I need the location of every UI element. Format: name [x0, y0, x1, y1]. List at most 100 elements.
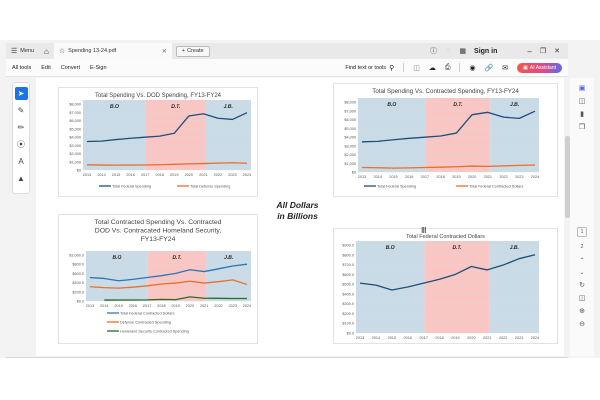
y-tick-label: $500.0 — [342, 283, 354, 287]
document-tab[interactable]: ☆ Spending 13-24.pdf ✕ — [53, 43, 172, 59]
x-tick-label: 2013 — [356, 336, 364, 340]
rotate-icon[interactable]: ↻ — [579, 282, 585, 289]
y-tick-label: $0 — [352, 171, 356, 175]
y-tick-label: $0 — [77, 169, 81, 173]
select-tool-icon[interactable]: ➤ — [14, 87, 28, 100]
legend-label: Defense Contracted Spending — [120, 320, 171, 324]
y-tick-label: $1,000 — [344, 162, 356, 166]
chart-svg: Total Contracted Spending Vs. Contracted… — [69, 219, 251, 333]
email-icon[interactable]: ✉ — [502, 64, 509, 72]
create-button[interactable]: + Create — [175, 45, 210, 57]
y-tick-label: $8,000 — [69, 103, 81, 107]
region-band — [356, 241, 425, 333]
x-tick-label: 2021 — [484, 175, 492, 179]
y-tick-label: $800.0 — [72, 263, 84, 267]
home-button[interactable]: ⌂ — [39, 47, 54, 56]
zoom-out-icon[interactable]: ⊖ — [579, 321, 585, 328]
x-tick-label: 2013 — [86, 304, 94, 308]
y-tick-label: $4,000 — [344, 136, 356, 140]
sign-in-button[interactable]: Sign in — [474, 47, 498, 55]
x-tick-label: 2015 — [112, 173, 120, 177]
x-tick-label: 2024 — [531, 175, 539, 179]
y-tick-label: $300.0 — [342, 302, 354, 306]
star-icon[interactable]: ☆ — [58, 48, 66, 55]
close-tab-icon[interactable]: ✕ — [161, 48, 167, 55]
x-tick-label: 2024 — [531, 336, 539, 340]
share-icon[interactable]: ◉ — [469, 64, 476, 72]
x-tick-label: 2023 — [228, 173, 236, 177]
all-tools-menu[interactable]: All tools — [12, 64, 32, 71]
y-tick-label: $1,000.0 — [69, 254, 84, 258]
y-tick-label: $7,000 — [344, 109, 356, 113]
upload-cloud-icon[interactable]: ☁ — [428, 64, 436, 72]
link-icon[interactable]: 🔗 — [484, 64, 494, 72]
chart-contracted-breakdown: Total Contracted Spending Vs. Contracted… — [58, 214, 258, 344]
x-tick-label: 2019 — [170, 173, 178, 177]
chart-svg: Total Spending Vs. Contracted Spending, … — [344, 88, 539, 188]
y-tick-label: $200.0 — [72, 290, 84, 294]
page-down-icon[interactable]: ⌄ — [579, 270, 585, 276]
y-tick-label: $400.0 — [72, 281, 84, 285]
region-label: J.B. — [510, 245, 519, 251]
edit-menu[interactable]: Edit — [41, 64, 51, 71]
region-band — [424, 241, 490, 333]
stamp-tool-icon[interactable]: ▲ — [17, 174, 25, 183]
units-note: All Dollars in Billions — [270, 200, 325, 222]
x-tick-label: 2015 — [388, 336, 396, 340]
x-tick-label: 2016 — [405, 175, 413, 179]
y-tick-label: $3,000 — [69, 144, 81, 148]
series-line — [359, 254, 536, 291]
bell-icon[interactable]: ♢ — [445, 48, 452, 55]
units-note-line1: All Dollars — [276, 200, 319, 210]
chart-total-vs-dod: Total Spending Vs. DOD Spending, FY13-FY… — [58, 87, 258, 197]
x-tick-label: 2021 — [483, 336, 491, 340]
y-tick-label: $7,000 — [69, 111, 81, 115]
y-tick-label: $600.0 — [72, 272, 84, 276]
quick-tools-panel: ➤ ✎ ✏ ⦿ A ▲ — [12, 82, 30, 194]
menu-button[interactable]: ☰ Menu — [6, 47, 39, 55]
ai-panel-icon[interactable]: ▣ — [578, 85, 586, 92]
region-label: J.B. — [510, 102, 519, 108]
series-line — [89, 263, 248, 282]
maximize-icon[interactable]: ❐ — [539, 48, 547, 55]
draw-tool-icon[interactable]: ✏ — [17, 123, 25, 132]
x-tick-label: 2015 — [114, 304, 122, 308]
page-1-button[interactable]: 1 — [577, 227, 587, 237]
series-line — [89, 279, 248, 289]
print-icon[interactable]: ⎙ — [444, 63, 451, 71]
x-tick-label: 2016 — [404, 336, 412, 340]
hamburger-icon: ☰ — [11, 48, 18, 55]
y-tick-label: $200.0 — [342, 312, 354, 316]
minimize-icon[interactable]: – — [527, 46, 532, 56]
page-up-icon[interactable]: ⌃ — [579, 258, 585, 264]
legend-label: Total Federal Contracted Dollars — [469, 184, 524, 188]
x-tick-label: 2022 — [499, 175, 507, 179]
close-icon[interactable]: ✕ — [554, 48, 560, 55]
y-tick-label: $900.0 — [342, 244, 354, 248]
find-tools-button[interactable]: Find text or tools ⚲ — [345, 64, 394, 72]
apps-icon[interactable]: ▦ — [459, 48, 467, 55]
ai-assistant-button[interactable]: ▣ AI Assistant — [517, 62, 562, 73]
comment-tool-icon[interactable]: ✎ — [17, 106, 25, 115]
series-line — [86, 112, 248, 143]
x-tick-label: 2021 — [199, 173, 207, 177]
x-tick-label: 2016 — [129, 304, 137, 308]
comments-icon[interactable]: ◫ — [578, 98, 586, 105]
bookmarks-icon[interactable]: ▮ — [580, 111, 584, 118]
legend-label: Total Defense Spending — [190, 184, 230, 188]
page-2-button[interactable]: 2 — [580, 244, 584, 250]
legend-label: Total Federal Contracted Dollars — [120, 311, 175, 315]
vertical-scrollbar[interactable] — [565, 80, 570, 356]
pages-icon[interactable]: ❐ — [578, 124, 586, 131]
lasso-tool-icon[interactable]: ⦿ — [17, 140, 25, 149]
esign-menu[interactable]: E-Sign — [90, 64, 107, 71]
chart-title: Total Federal Contracted Dollars — [406, 234, 485, 240]
zoom-in-icon[interactable]: ⊕ — [579, 308, 585, 315]
text-tool-icon[interactable]: A — [18, 157, 24, 166]
save-icon[interactable]: ◫ — [413, 64, 420, 72]
scrollbar-thumb[interactable] — [565, 136, 570, 218]
convert-menu[interactable]: Convert — [60, 64, 81, 71]
help-icon[interactable]: ⓘ — [430, 48, 438, 55]
chart-total-vs-contracted: Total Spending Vs. Contracted Spending, … — [333, 83, 558, 197]
extract-icon[interactable]: ◫ — [578, 295, 586, 302]
